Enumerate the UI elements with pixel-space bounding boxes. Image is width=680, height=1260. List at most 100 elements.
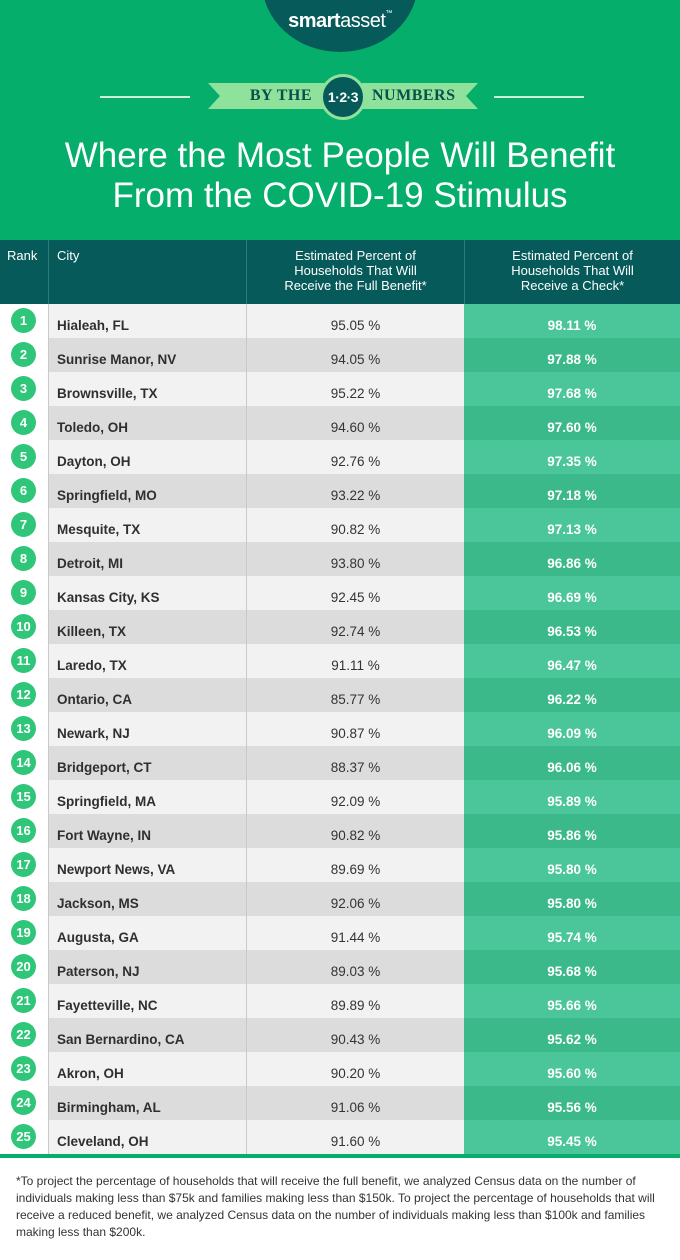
full-benefit-value: 92.06 % xyxy=(330,896,381,911)
receive-check-cell: 95.45 % xyxy=(464,1120,680,1154)
rank-badge: 16 xyxy=(11,818,36,843)
table-row: 2 Sunrise Manor, NV 94.05 % 97.88 % xyxy=(0,338,680,372)
smartasset-logo[interactable]: smartasset™ xyxy=(262,10,418,33)
table-row: 13 Newark, NJ 90.87 % 96.09 % xyxy=(0,712,680,746)
city-name: Newark, NJ xyxy=(57,726,130,741)
rank-badge: 22 xyxy=(11,1022,36,1047)
footer-divider xyxy=(0,1154,680,1158)
city-cell: Brownsville, TX xyxy=(48,372,246,406)
full-benefit-value: 88.37 % xyxy=(330,760,381,775)
banner-ribbon-right: NUMBERS xyxy=(362,83,478,109)
rank-cell: 16 xyxy=(0,814,48,848)
receive-check-value: 95.56 % xyxy=(547,1100,597,1115)
rank-badge: 2 xyxy=(11,342,36,367)
table-row: 4 Toledo, OH 94.60 % 97.60 % xyxy=(0,406,680,440)
receive-check-value: 97.18 % xyxy=(547,488,597,503)
full-benefit-cell: 91.06 % xyxy=(246,1086,464,1120)
header-full-line-3: Receive the Full Benefit* xyxy=(284,278,427,293)
full-benefit-cell: 90.20 % xyxy=(246,1052,464,1086)
table-row: 21 Fayetteville, NC 89.89 % 95.66 % xyxy=(0,984,680,1018)
city-cell: Akron, OH xyxy=(48,1052,246,1086)
table-row: 12 Ontario, CA 85.77 % 96.22 % xyxy=(0,678,680,712)
logo-trademark: ™ xyxy=(385,10,392,17)
header-check-line-2: Households That Will xyxy=(511,263,634,278)
table-row: 3 Brownsville, TX 95.22 % 97.68 % xyxy=(0,372,680,406)
receive-check-value: 96.47 % xyxy=(547,658,597,673)
rank-number: 5 xyxy=(19,449,28,464)
rank-cell: 21 xyxy=(0,984,48,1018)
city-cell: Jackson, MS xyxy=(48,882,246,916)
receive-check-value: 95.74 % xyxy=(547,930,597,945)
receive-check-value: 96.06 % xyxy=(547,760,597,775)
rank-badge: 3 xyxy=(11,376,36,401)
full-benefit-value: 89.03 % xyxy=(330,964,381,979)
receive-check-value: 97.13 % xyxy=(547,522,597,537)
rank-cell: 3 xyxy=(0,372,48,406)
receive-check-cell: 97.13 % xyxy=(464,508,680,542)
rank-number: 1 xyxy=(19,313,28,328)
title-line-1: Where the Most People Will Benefit xyxy=(64,136,616,175)
full-benefit-cell: 92.74 % xyxy=(246,610,464,644)
rank-number: 25 xyxy=(16,1129,31,1144)
receive-check-value: 95.86 % xyxy=(547,828,597,843)
receive-check-value: 96.53 % xyxy=(547,624,597,639)
rank-badge: 21 xyxy=(11,988,36,1013)
table-row: 11 Laredo, TX 91.11 % 96.47 % xyxy=(0,644,680,678)
city-cell: Newport News, VA xyxy=(48,848,246,882)
city-cell: Mesquite, TX xyxy=(48,508,246,542)
header-check-line-3: Receive a Check* xyxy=(520,278,625,293)
full-benefit-cell: 89.69 % xyxy=(246,848,464,882)
logo-text-bold: smart xyxy=(288,10,341,32)
city-name: San Bernardino, CA xyxy=(57,1032,185,1047)
full-benefit-value: 91.06 % xyxy=(330,1100,381,1115)
table-row: 6 Springfield, MO 93.22 % 97.18 % xyxy=(0,474,680,508)
full-benefit-cell: 92.06 % xyxy=(246,882,464,916)
receive-check-cell: 95.68 % xyxy=(464,950,680,984)
full-benefit-cell: 92.76 % xyxy=(246,440,464,474)
title-line-2: From the COVID-19 Stimulus xyxy=(112,176,568,215)
table-row: 20 Paterson, NJ 89.03 % 95.68 % xyxy=(0,950,680,984)
full-benefit-cell: 90.82 % xyxy=(246,814,464,848)
full-benefit-value: 90.43 % xyxy=(330,1032,381,1047)
full-benefit-value: 93.22 % xyxy=(330,488,381,503)
banner-divider-left xyxy=(100,96,190,98)
receive-check-value: 95.89 % xyxy=(547,794,597,809)
header-receive-check: Estimated Percent of Households That Wil… xyxy=(464,240,680,304)
receive-check-cell: 95.66 % xyxy=(464,984,680,1018)
city-name: Killeen, TX xyxy=(57,624,127,639)
banner-ribbon-left: BY THE xyxy=(208,83,326,109)
rank-cell: 9 xyxy=(0,576,48,610)
full-benefit-cell: 92.45 % xyxy=(246,576,464,610)
rank-badge: 6 xyxy=(11,478,36,503)
receive-check-cell: 98.11 % xyxy=(464,304,680,338)
full-benefit-value: 89.89 % xyxy=(330,998,381,1013)
rank-cell: 23 xyxy=(0,1052,48,1086)
full-benefit-cell: 95.22 % xyxy=(246,372,464,406)
table-header: Rank City Estimated Percent of Household… xyxy=(0,240,680,304)
receive-check-cell: 96.09 % xyxy=(464,712,680,746)
rank-number: 20 xyxy=(16,959,31,974)
receive-check-cell: 95.56 % xyxy=(464,1086,680,1120)
full-benefit-value: 95.22 % xyxy=(330,386,381,401)
rank-number: 19 xyxy=(16,925,31,940)
city-name: Akron, OH xyxy=(57,1066,124,1081)
full-benefit-cell: 90.82 % xyxy=(246,508,464,542)
receive-check-value: 97.35 % xyxy=(547,454,597,469)
city-name: Fayetteville, NC xyxy=(57,998,158,1013)
rank-cell: 7 xyxy=(0,508,48,542)
rank-badge: 9 xyxy=(11,580,36,605)
receive-check-cell: 97.68 % xyxy=(464,372,680,406)
rank-badge: 13 xyxy=(11,716,36,741)
city-cell: Fort Wayne, IN xyxy=(48,814,246,848)
city-cell: Laredo, TX xyxy=(48,644,246,678)
full-benefit-value: 92.76 % xyxy=(330,454,381,469)
rank-number: 2 xyxy=(19,347,28,362)
rank-number: 4 xyxy=(19,415,28,430)
rank-number: 10 xyxy=(16,619,31,634)
city-name: Mesquite, TX xyxy=(57,522,141,537)
full-benefit-cell: 94.05 % xyxy=(246,338,464,372)
rank-cell: 15 xyxy=(0,780,48,814)
header-city: City xyxy=(48,240,246,304)
table-row: 10 Killeen, TX 92.74 % 96.53 % xyxy=(0,610,680,644)
rank-cell: 19 xyxy=(0,916,48,950)
